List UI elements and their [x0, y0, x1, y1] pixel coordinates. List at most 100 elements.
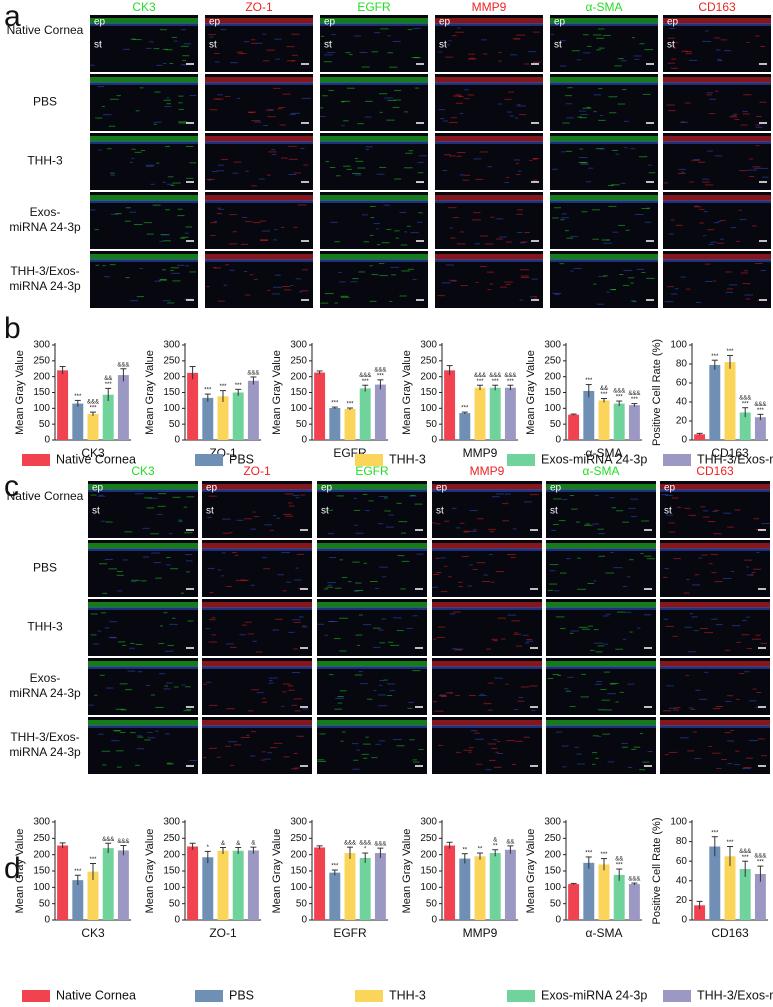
signal: [433, 638, 437, 640]
signal: [668, 522, 675, 524]
signal: [272, 286, 282, 288]
signal: [504, 493, 511, 495]
signal: [236, 97, 241, 99]
signal: [481, 580, 490, 582]
signal: [101, 520, 105, 522]
signal: [749, 739, 758, 741]
signal: [746, 41, 750, 43]
y-axis-label: Mean Gray Value: [144, 350, 156, 435]
signal: [744, 294, 754, 296]
signal: [397, 555, 405, 557]
y-tick-label: 300: [33, 817, 50, 828]
signal: [392, 40, 401, 42]
legend-swatch: [663, 990, 691, 1002]
bar: [568, 414, 580, 440]
signal: [487, 743, 497, 745]
signal: [752, 166, 761, 168]
y-tick-label: 0: [431, 435, 437, 446]
signal: [594, 642, 603, 644]
epithelium-band: [435, 18, 543, 24]
signal: [627, 683, 635, 685]
signal: [436, 636, 445, 638]
significance: &&&: [628, 877, 640, 883]
signal: [610, 552, 614, 554]
significance: ***: [757, 408, 765, 414]
signal: [730, 571, 735, 573]
signal: [412, 670, 421, 672]
signal: [717, 58, 722, 60]
signal: [286, 46, 295, 48]
signal: [346, 168, 353, 170]
signal: [504, 281, 513, 283]
signal: [293, 648, 298, 650]
signal: [622, 284, 630, 286]
epithelium-band: [663, 195, 771, 201]
signal: [672, 709, 679, 711]
bar: [598, 864, 610, 920]
signal: [396, 745, 405, 747]
signal: [373, 646, 381, 648]
signal: [282, 590, 287, 592]
signal: [532, 158, 540, 160]
signal: [365, 149, 370, 151]
signal: [364, 116, 372, 118]
signal: [464, 174, 471, 176]
signal: [178, 108, 184, 110]
signal: [388, 514, 394, 516]
micrograph: [663, 133, 771, 190]
signal: [529, 494, 539, 496]
y-tick-label: 20: [676, 895, 688, 906]
micrograph: [432, 717, 542, 774]
bar: [57, 370, 69, 440]
signal: [381, 618, 387, 620]
epithelium-band: [317, 661, 427, 667]
signal: [339, 281, 346, 283]
row-label: miRNA 24-3p: [9, 686, 81, 700]
signal: [532, 179, 537, 181]
micrograph: [663, 192, 771, 249]
signal: [401, 532, 406, 534]
signal: [376, 173, 385, 175]
signal: [709, 113, 715, 115]
column-header: CD163: [696, 464, 734, 478]
signal: [761, 755, 767, 757]
signal: [354, 674, 363, 676]
y-tick-label: 50: [426, 419, 438, 430]
signal: [124, 531, 133, 533]
signal: [229, 62, 238, 64]
signal: [489, 283, 494, 285]
legend-label: THH-3: [389, 452, 426, 466]
signal: [603, 671, 611, 673]
y-tick-label: 250: [290, 833, 307, 844]
micrograph: [660, 481, 770, 538]
signal: [186, 496, 195, 498]
signal: [327, 582, 336, 584]
signal: [341, 125, 345, 127]
signal: [136, 735, 143, 737]
signal: [707, 150, 714, 152]
y-tick-label: 50: [296, 898, 308, 909]
signal: [383, 497, 388, 499]
signal: [271, 149, 276, 151]
signal: [635, 213, 644, 215]
signal: [358, 614, 363, 616]
y-tick-label: 0: [681, 435, 687, 446]
signal: [142, 527, 150, 529]
signal: [571, 508, 578, 510]
signal: [712, 511, 717, 513]
signal: [666, 104, 675, 106]
signal: [386, 228, 392, 230]
signal: [118, 641, 126, 643]
signal: [505, 241, 512, 243]
signal: [468, 530, 477, 532]
legend-swatch: [195, 454, 223, 466]
signal: [238, 52, 247, 54]
y-tick-label: 0: [44, 915, 50, 926]
signal: [486, 271, 495, 273]
micrograph: [660, 540, 770, 597]
signal: [587, 625, 593, 627]
signal: [357, 644, 361, 646]
signal: [253, 222, 261, 224]
signal: [165, 49, 173, 51]
bar: [504, 387, 516, 440]
